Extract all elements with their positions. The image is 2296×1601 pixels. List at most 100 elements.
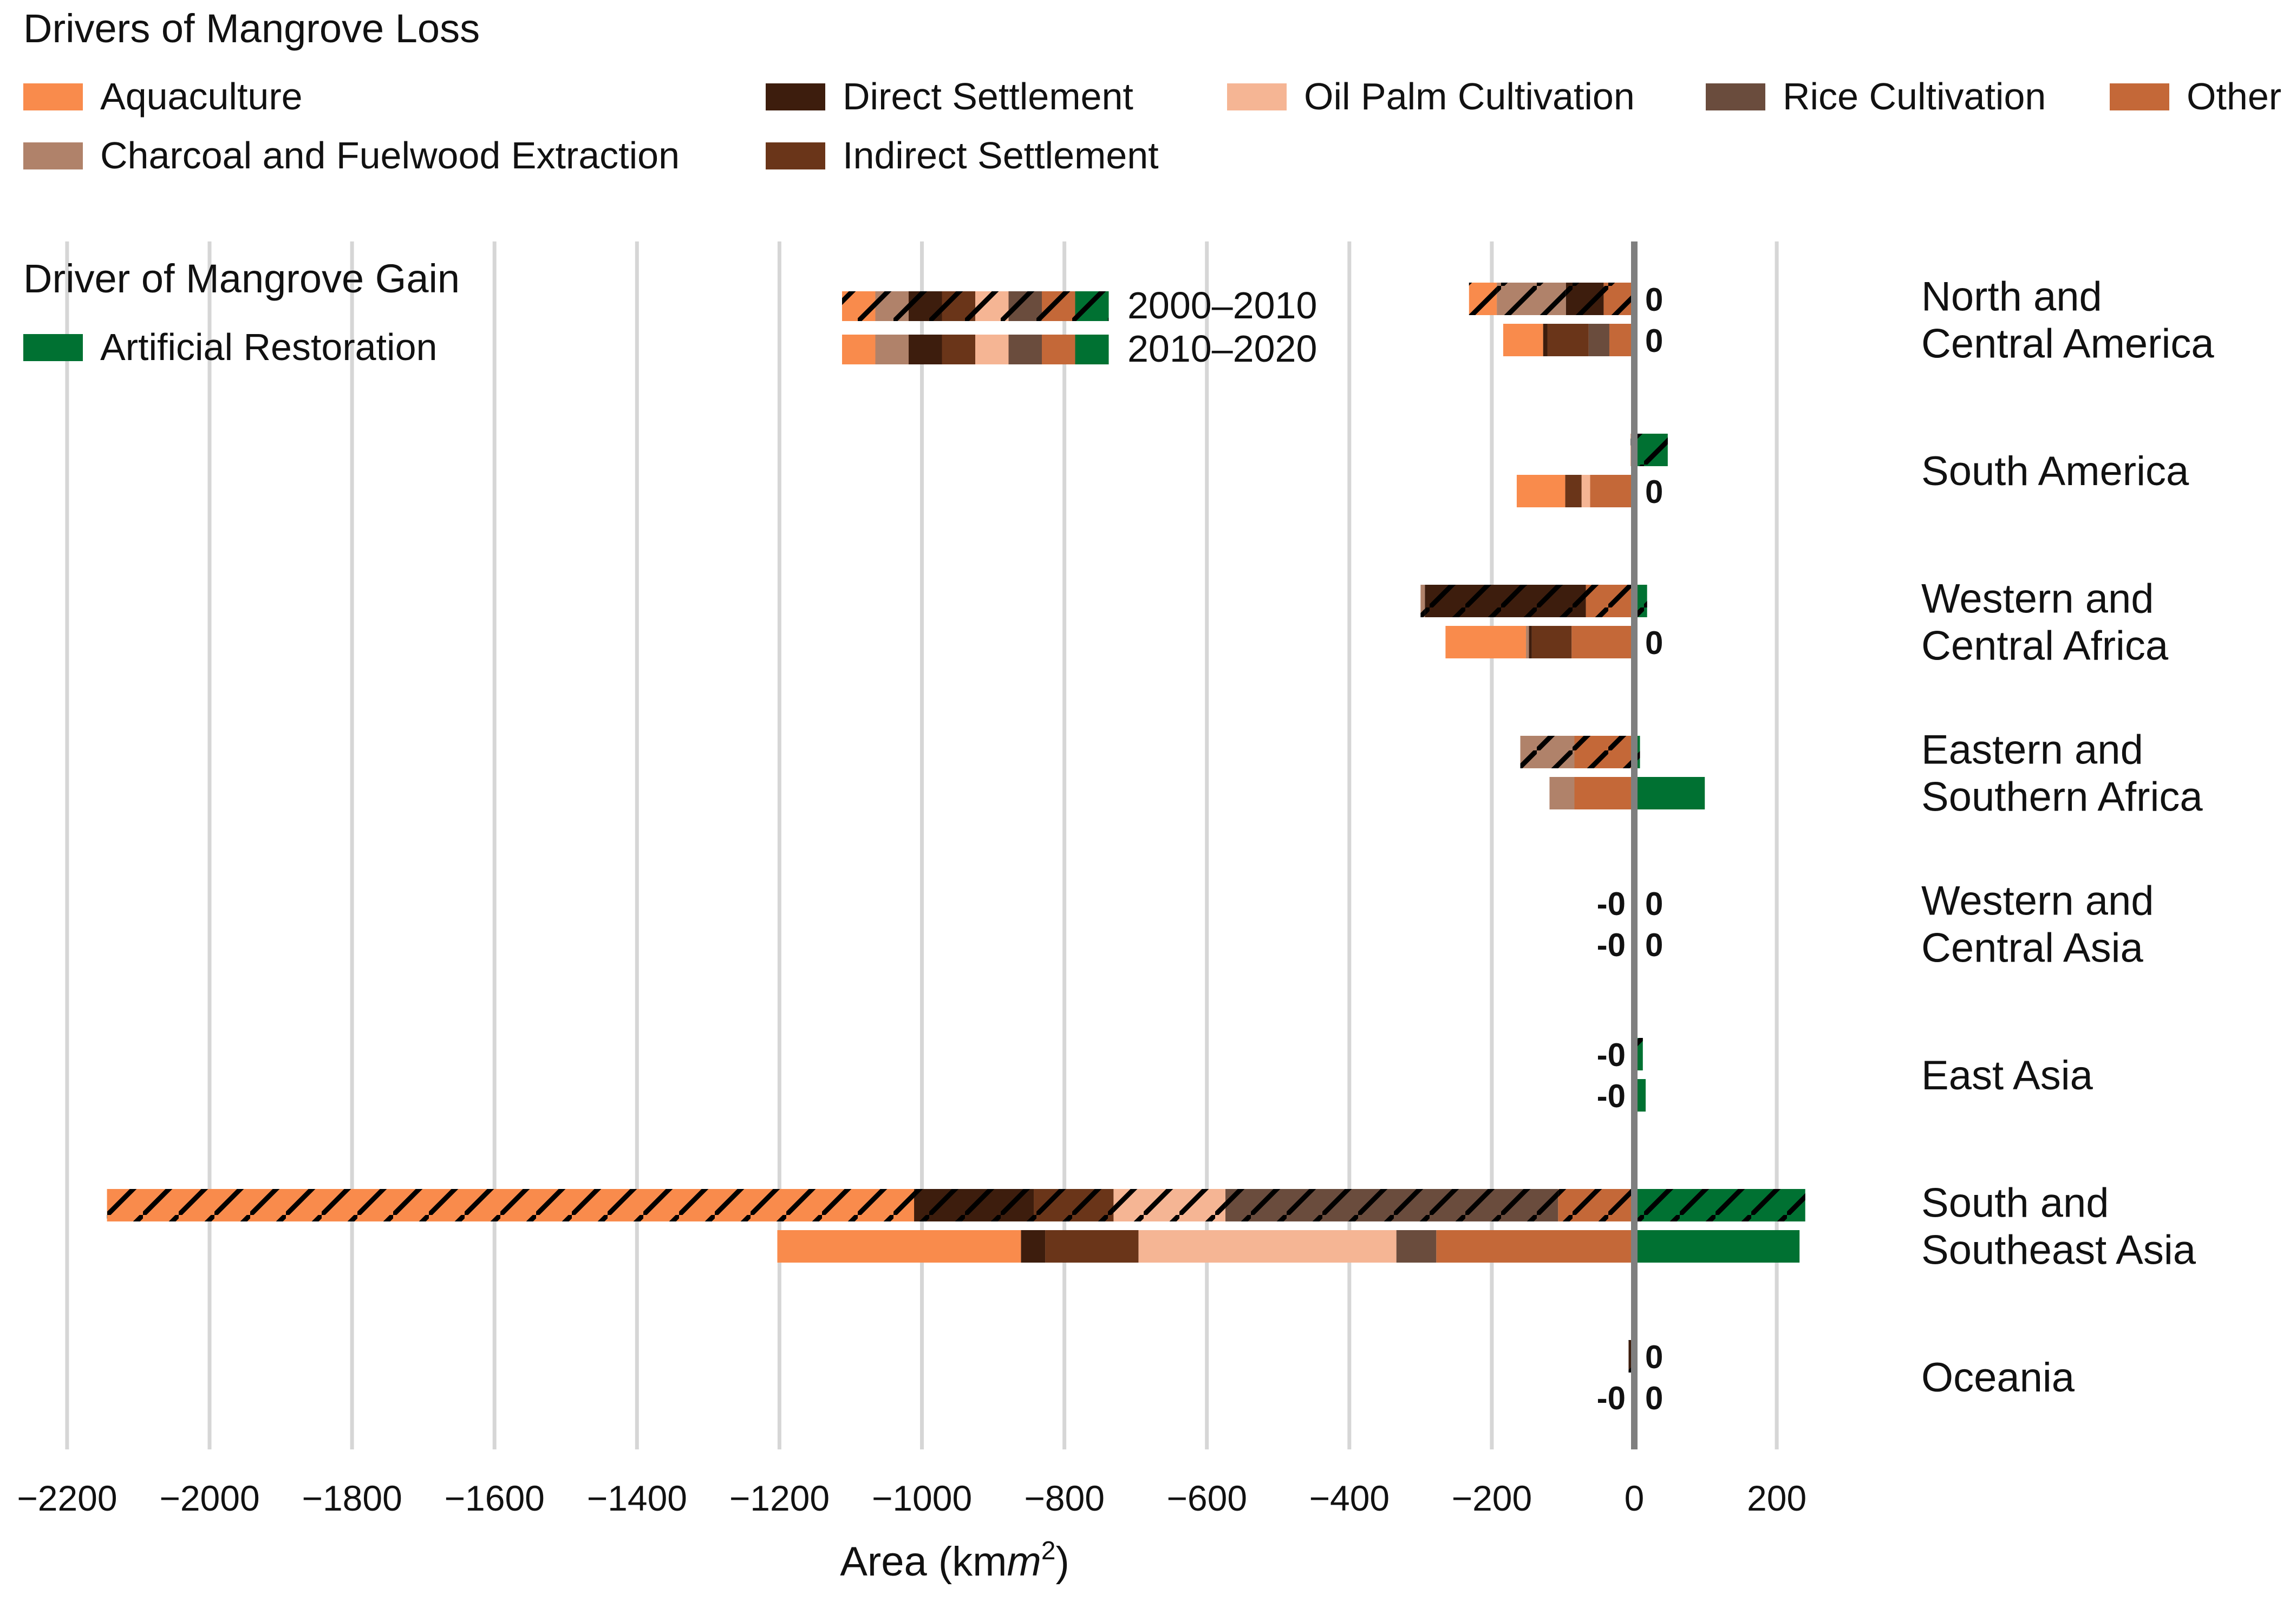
period-legend-swatch: [942, 335, 976, 364]
bar-hatch: [1586, 585, 1634, 617]
x-tick-label: −200: [1452, 1478, 1532, 1518]
loss-value-label: -0: [1597, 886, 1626, 922]
period-legend-swatch: [842, 335, 876, 364]
x-tick-label: −1800: [302, 1478, 402, 1518]
x-tick-label: 200: [1747, 1478, 1806, 1518]
gain-value-label: 0: [1645, 1380, 1663, 1416]
gain-value-label: 0: [1645, 474, 1663, 510]
bar-segment-rice-cultivation: [1396, 1230, 1437, 1263]
period-legend-swatch: [875, 335, 909, 364]
bar-segment-other: [1436, 1230, 1634, 1263]
legend-swatch: [766, 142, 825, 169]
bar-hatch: [1558, 1189, 1634, 1221]
loss-value-label: -0: [1597, 927, 1626, 963]
bar-hatch: [1469, 283, 1497, 315]
region-label: East Asia: [1921, 1053, 2093, 1099]
bar-hatch: [1425, 585, 1586, 617]
legend-label: Direct Settlement: [843, 75, 1133, 117]
x-tick-label: −400: [1309, 1478, 1390, 1518]
legend-swatch: [2110, 83, 2169, 110]
x-tick-label: −1000: [872, 1478, 972, 1518]
legend-swatch: [766, 83, 825, 110]
legend-label: Artificial Restoration: [100, 326, 437, 368]
region-label: Southern Africa: [1921, 774, 2203, 820]
gain-value-label: 0: [1645, 282, 1663, 318]
bar-segment-other: [1574, 777, 1634, 809]
bar-segment-artificial-restoration: [1634, 1230, 1800, 1263]
bars: 0 0 0 0 -0 0 -0 0 -0 -0 0 -0 0: [107, 282, 1805, 1416]
region-label: Central America: [1921, 321, 2214, 367]
period-legend-label: 2000–2010: [1127, 284, 1317, 326]
bar-segment-other: [1571, 626, 1634, 658]
bar-segment-aquaculture: [1445, 626, 1527, 658]
gain-value-label: 0: [1645, 625, 1663, 661]
legend-label: Aquaculture: [100, 75, 303, 117]
bar-segment-aquaculture: [1516, 475, 1566, 507]
period-legend-swatch: [1008, 335, 1042, 364]
bar-segment-aquaculture: [777, 1230, 1021, 1263]
bar-hatch: [1497, 283, 1566, 315]
region-label: Southeast Asia: [1921, 1227, 2196, 1273]
bar-segment-charcoal-and-fuelwood-extraction: [1526, 626, 1529, 658]
loss-legend-title: Drivers of Mangrove Loss: [23, 6, 480, 51]
gain-value-label: 0: [1645, 1339, 1663, 1375]
bar-hatch: [1566, 283, 1604, 315]
legend-swatch: [23, 142, 83, 169]
loss-value-label: -0: [1597, 1380, 1626, 1416]
bar-hatch: [914, 1189, 1034, 1221]
bar-hatch: [1603, 283, 1634, 315]
bar-segment-direct-settlement: [1543, 324, 1548, 356]
bar-hatch: [1420, 585, 1425, 617]
bar-segment-rice-cultivation: [1588, 324, 1609, 356]
bar-segment-oil-palm-cultivation: [1581, 475, 1590, 507]
bar-segment-oil-palm-cultivation: [1138, 1230, 1397, 1263]
bar-segment-artificial-restoration: [1634, 777, 1705, 809]
region-label: Central Asia: [1921, 925, 2143, 971]
x-tick-label: −600: [1166, 1478, 1247, 1518]
period-legend-swatch: [975, 335, 1009, 364]
region-label: Western and: [1921, 878, 2154, 924]
region-label: South and: [1921, 1180, 2109, 1226]
loss-value-label: -0: [1597, 1037, 1626, 1073]
period-legend-label: 2010–2020: [1127, 328, 1317, 370]
legend-label: Rice Cultivation: [1783, 75, 2046, 117]
bar-segment-indirect-settlement: [1565, 475, 1582, 507]
legend-label: Other: [2187, 75, 2281, 117]
legend-label: Indirect Settlement: [843, 134, 1159, 177]
region-label: South America: [1921, 448, 2189, 494]
region-label: Western and: [1921, 576, 2154, 622]
x-tick-label: −2200: [17, 1478, 117, 1518]
bar-segment-other: [1590, 475, 1634, 507]
x-tick-labels: −2200 −2000 −1800 −1600 −1400 −1200 −1000 −800−…: [17, 1478, 1806, 1518]
gain-value-label: 0: [1645, 323, 1663, 359]
x-axis-label: Area (kmm2): [840, 1537, 1069, 1585]
region-label: Oceania: [1921, 1355, 2075, 1401]
bar-hatch: [1113, 1189, 1225, 1221]
x-tick-label: −1400: [587, 1478, 687, 1518]
bar-hatch: [1634, 434, 1668, 466]
gain-value-label: 0: [1645, 886, 1663, 922]
x-tick-label: −1200: [729, 1478, 830, 1518]
legend-swatch: [23, 83, 83, 110]
x-tick-label: −2000: [159, 1478, 259, 1518]
bar-segment-direct-settlement: [1021, 1230, 1046, 1263]
legend-label: Oil Palm Cultivation: [1304, 75, 1635, 117]
period-legend-swatch: [909, 335, 942, 364]
x-tick-label: 0: [1625, 1478, 1645, 1518]
x-tick-label: −800: [1024, 1478, 1105, 1518]
bar-segment-other: [1609, 324, 1634, 356]
legend-swatch: [1227, 83, 1287, 110]
region-label: Central Africa: [1921, 623, 2169, 669]
bar-segment-indirect-settlement: [1045, 1230, 1139, 1263]
loss-value-label: -0: [1597, 1078, 1626, 1114]
period-legend-swatch: [1075, 335, 1109, 364]
bar-segment-indirect-settlement: [1531, 626, 1572, 658]
bar-hatch: [1574, 736, 1634, 768]
bar-hatch: [1034, 1189, 1114, 1221]
bar-segment-indirect-settlement: [1547, 324, 1589, 356]
bar-hatch: [1225, 1189, 1558, 1221]
bar-segment-charcoal-and-fuelwood-extraction: [1549, 777, 1575, 809]
